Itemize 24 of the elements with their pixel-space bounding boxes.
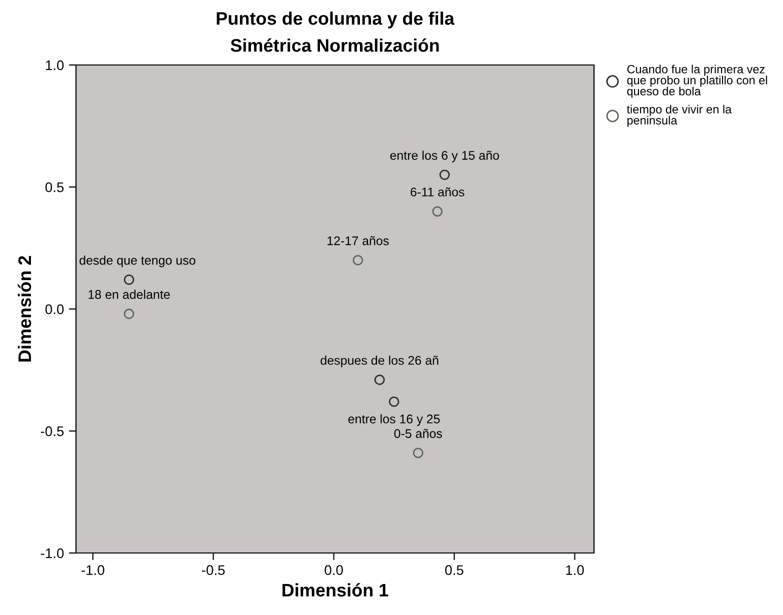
x-tick-label: 0.5 <box>445 565 464 576</box>
annotation: entre los 6 y 15 año <box>390 150 499 162</box>
annotation: 0-5 años <box>394 428 442 438</box>
chart-title: Puntos de columna y de fila <box>216 12 455 28</box>
annotation: entre los 16 y 25 <box>348 414 440 426</box>
y-tick-label: 0.0 <box>45 304 64 314</box>
x-tick-label: 1.0 <box>566 565 584 576</box>
y-tick-label: -1.0 <box>40 548 64 558</box>
annotation: 6-11 años <box>410 187 464 196</box>
annotation: desde que tengo uso <box>80 256 196 268</box>
legend-label: Cuando fue la primera vez que probo un platillo con el queso de bola <box>627 64 768 98</box>
x-tick-label: -0.5 <box>202 565 225 576</box>
annotation: 18 en adelante <box>88 290 170 299</box>
x-axis-title: Dimensión 1 <box>282 583 388 597</box>
y-tick-label: 1.0 <box>46 60 64 70</box>
chart-subtitle: Simétrica Normalización <box>230 38 439 52</box>
x-tick-label: -1.0 <box>82 565 104 576</box>
y-tick-label: -0.5 <box>40 426 64 436</box>
x-tick-label: 0.0 <box>324 565 343 576</box>
annotation: despues de los 26 añ <box>320 356 438 368</box>
y-axis-title: Dimensión 2 <box>18 256 32 362</box>
y-tick-label: 0.5 <box>45 182 64 192</box>
annotation: 12-17 años <box>328 236 389 246</box>
legend-label: tiempo de vivir en la peninsula <box>626 104 732 127</box>
